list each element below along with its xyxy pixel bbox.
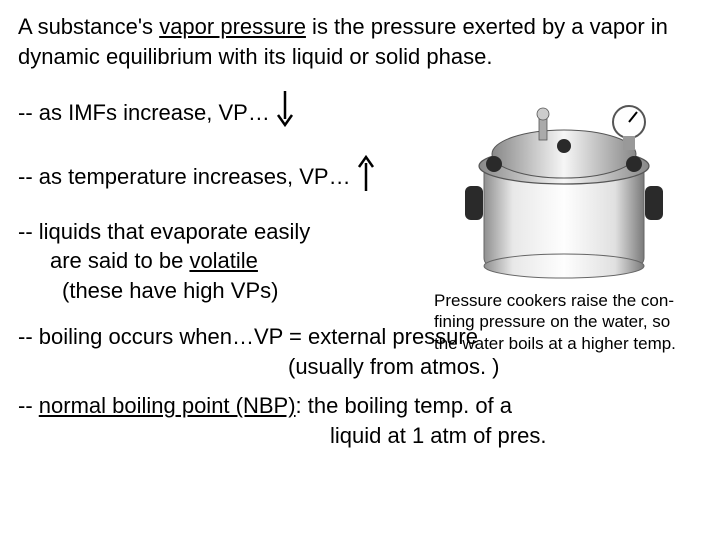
boiling-line2: (usually from atmos. ) bbox=[18, 352, 702, 382]
nbp-block: -- normal boiling point (NBP): the boili… bbox=[18, 391, 702, 450]
nbp-line1: -- normal boiling point (NBP): the boili… bbox=[18, 391, 702, 421]
volatile-line2-pre: are said to be bbox=[50, 248, 189, 273]
arrow-down-icon bbox=[276, 89, 294, 137]
intro-paragraph: A substance's vapor pressure is the pres… bbox=[18, 12, 702, 71]
nbp-post: : the boiling temp. of a bbox=[296, 393, 512, 418]
pressure-cooker-icon bbox=[439, 96, 689, 286]
volatile-underline: volatile bbox=[189, 248, 257, 273]
arrow-up-icon bbox=[357, 153, 375, 201]
intro-pre: A substance's bbox=[18, 14, 159, 39]
nbp-pre: -- bbox=[18, 393, 39, 418]
cooker-caption: Pressure cookers raise the con- fining p… bbox=[434, 290, 694, 354]
nbp-line2: liquid at 1 atm of pres. bbox=[18, 421, 702, 451]
intro-underline: vapor pressure bbox=[159, 14, 306, 39]
bullet-imf-text: -- as IMFs increase, VP… bbox=[18, 98, 270, 128]
pressure-cooker-figure: Pressure cookers raise the con- fining p… bbox=[434, 96, 694, 354]
nbp-underline: normal boiling point (NBP) bbox=[39, 393, 296, 418]
bullet-temp-text: -- as temperature increases, VP… bbox=[18, 162, 351, 192]
